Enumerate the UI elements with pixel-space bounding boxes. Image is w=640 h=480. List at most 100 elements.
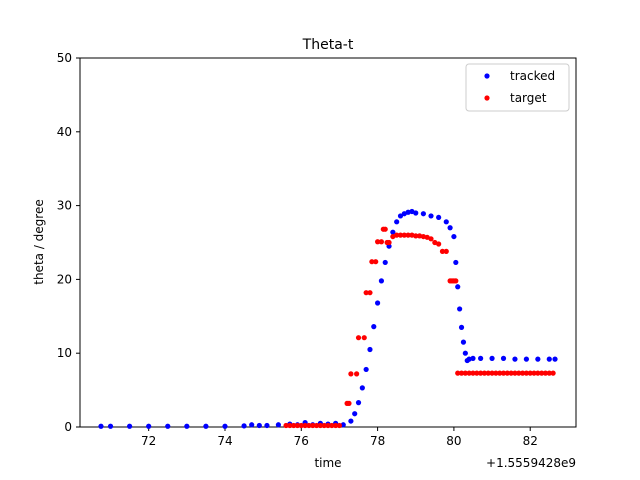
x-tick-label: 82 [523,434,538,448]
target-point [546,370,552,376]
target-point [443,248,449,254]
tracked-point [489,355,495,361]
tracked-point [436,214,442,221]
tracked-point [512,356,518,362]
target-point [531,370,537,376]
target-point [428,236,434,242]
tracked-point [523,356,530,362]
x-axis-label: time [314,456,341,470]
tracked-point [500,355,507,361]
tracked-point [367,346,373,353]
tracked-point [457,306,463,312]
target-point [378,239,385,245]
tracked-point [241,423,247,429]
target-point [302,422,308,429]
tracked-point [546,356,552,362]
target-point [489,370,495,376]
target-point [500,370,507,376]
x-tick-label: 76 [294,434,309,448]
target-point [497,370,503,376]
target-point [329,422,335,429]
target-point [512,370,518,376]
tracked-point [455,284,461,290]
target-point [298,422,304,429]
target-point [455,370,461,376]
tracked-point [460,339,467,345]
x-tick-label: 78 [370,434,385,448]
target-point [462,370,468,376]
target-point [375,239,381,245]
tracked-point [382,259,388,266]
target-point [535,370,541,376]
tracked-point [413,210,419,216]
target-point [363,290,369,296]
tracked-point [165,423,171,429]
tracked-point [355,400,362,406]
tracked-point [378,278,385,284]
tracked-point [363,366,369,373]
target-point [361,335,367,341]
target-point [287,422,293,429]
target-point [539,370,545,376]
tracked-point [107,423,114,429]
y-axis-ticks: 0 10 20 30 40 50 [57,51,80,434]
tracked-point [552,356,558,362]
target-point [550,370,556,376]
y-tick-label: 50 [57,51,72,65]
tracked-point [428,213,434,219]
tracked-point [453,259,459,266]
target-point [474,370,480,376]
tracked-point [184,423,190,429]
target-point [523,370,530,376]
tracked-point [420,211,426,217]
target-point [516,370,522,376]
target-point [542,370,549,376]
target-point [382,226,388,232]
target-point [485,370,491,376]
legend-marker-tracked [484,73,490,79]
series-tracked [98,208,558,429]
target-point [310,422,316,429]
legend-marker-target [484,95,490,101]
legend-label-tracked: tracked [510,69,555,83]
tracked-point [478,355,484,361]
tracked-point [462,350,468,356]
y-tick-label: 10 [57,346,72,360]
target-point [397,232,404,238]
tracked-point [249,422,255,428]
x-tick-label: 80 [446,434,461,448]
tracked-point [275,422,281,428]
y-axis-label: theta / degree [32,199,46,284]
target-point [313,422,320,429]
x-axis-offset-label: +1.5559428e9 [486,456,576,470]
target-point [348,371,354,377]
target-point [401,232,407,238]
target-point [346,400,352,406]
target-point [466,370,472,376]
series-target [283,226,556,429]
target-point [355,335,362,341]
plot-area: 72 74 76 78 80 82 0 10 20 30 40 50 [57,51,577,448]
target-point [481,370,488,376]
target-point [325,422,331,429]
tracked-point [359,385,365,391]
chart-title: Theta-t [302,37,354,53]
target-point [413,233,419,239]
tracked-point [470,355,476,361]
data-points [98,208,558,429]
tracked-point [443,219,449,225]
tracked-point [203,423,209,429]
y-tick-label: 40 [57,125,72,139]
target-point [367,290,373,296]
target-point [294,422,301,429]
tracked-point [447,225,453,231]
legend-label-target: target [510,91,547,105]
tracked-point [390,229,396,235]
target-point [321,422,327,429]
target-point [439,248,446,254]
tracked-point [146,423,152,429]
target-point [478,370,484,376]
tracked-point [222,423,228,429]
x-tick-label: 74 [217,434,232,448]
